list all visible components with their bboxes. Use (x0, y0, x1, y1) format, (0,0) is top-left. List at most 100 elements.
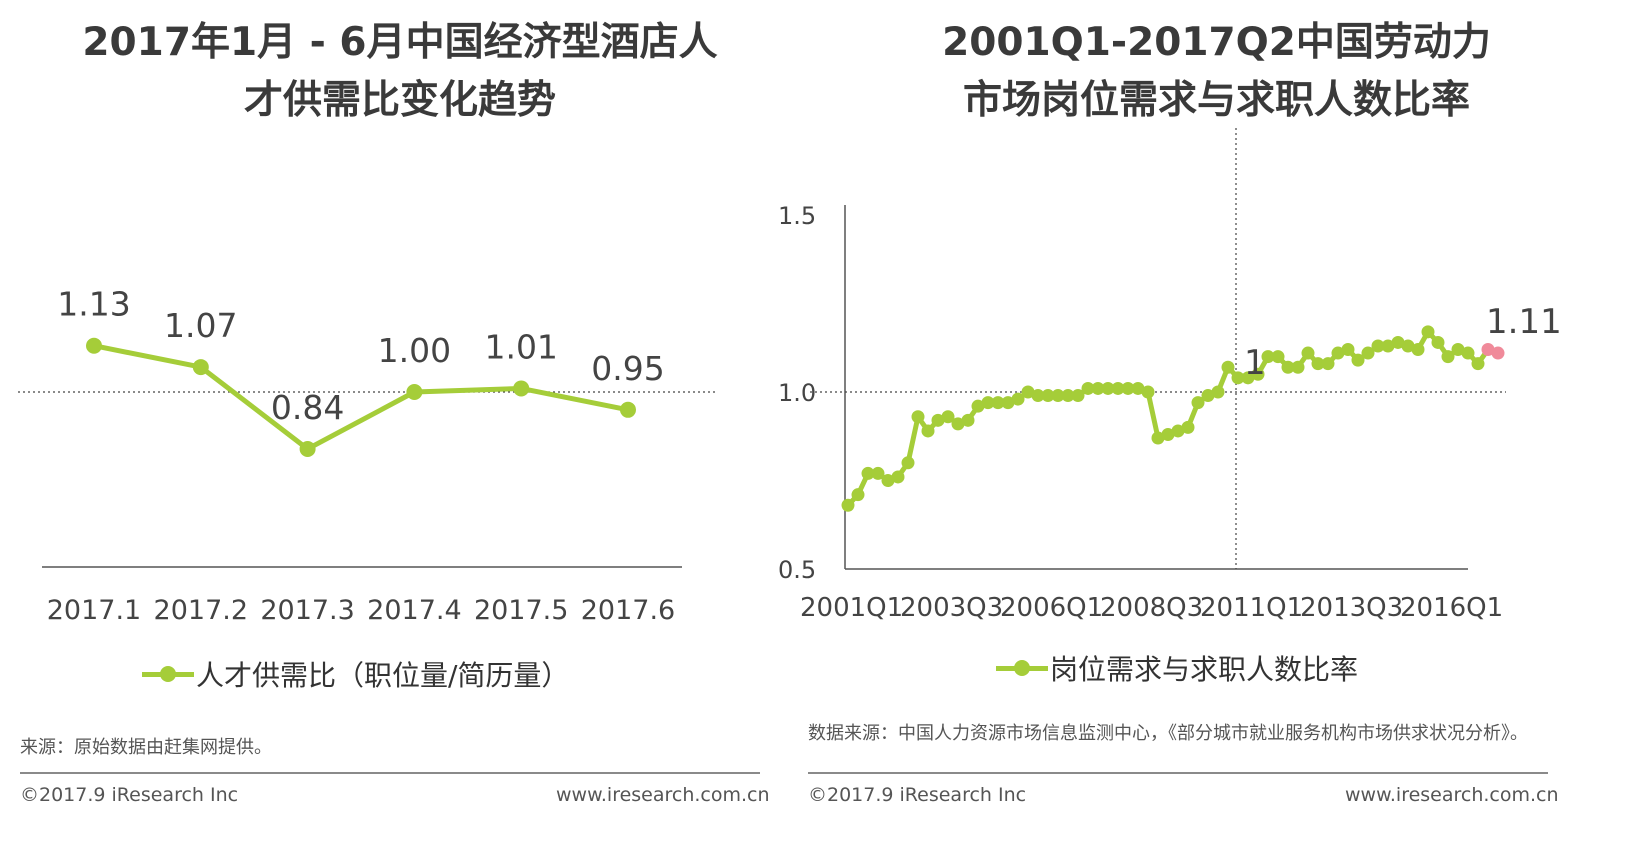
data-point (1351, 353, 1365, 367)
data-point (1461, 346, 1475, 360)
data-point (620, 401, 636, 418)
x-tick-label: 2017.1 (47, 595, 141, 626)
data-point (1451, 343, 1465, 357)
data-point (1081, 381, 1095, 395)
data-point (1391, 335, 1405, 349)
data-point (1021, 385, 1035, 399)
data-point (1091, 381, 1105, 395)
data-point (1051, 389, 1065, 403)
y-tick-label: 0.5 (778, 556, 816, 584)
data-point (1211, 385, 1225, 399)
data-point (981, 396, 995, 410)
y-tick-label: 1.0 (778, 379, 816, 407)
right-copyright: ©2017.9 iResearch Inc (808, 784, 1027, 806)
data-point (513, 380, 530, 397)
data-point (991, 396, 1005, 410)
data-point (1331, 346, 1345, 360)
left-title-line1: 2017年1月 - 6月中国经济型酒店人 (82, 20, 718, 65)
data-label: 0.95 (591, 349, 664, 388)
data-point (891, 470, 905, 484)
annotation-label: 1 (1244, 343, 1266, 383)
data-point (1041, 389, 1055, 403)
x-tick-label: 2017.6 (581, 595, 675, 626)
x-tick-label: 2006Q1 (1000, 593, 1103, 623)
data-point (1281, 360, 1295, 374)
left-copyright: ©2017.9 iResearch Inc (20, 784, 239, 806)
data-point (1231, 371, 1245, 385)
data-label: 1.07 (164, 306, 237, 345)
x-tick-label: 2017.3 (260, 595, 354, 626)
x-tick-label: 2016Q1 (1400, 593, 1503, 623)
data-label: 1.01 (484, 327, 557, 366)
data-point (1361, 346, 1375, 360)
data-point (86, 337, 102, 354)
data-point (1001, 396, 1015, 410)
data-point (1241, 371, 1255, 385)
data-label: 1.00 (378, 331, 451, 370)
data-point (1181, 420, 1195, 434)
data-point (1101, 381, 1115, 395)
left-chart-title: 2017年1月 - 6月中国经济型酒店人 才供需比变化趋势 (0, 14, 800, 130)
data-point (1291, 360, 1305, 374)
data-point (1111, 381, 1125, 395)
data-point (941, 410, 955, 424)
data-point (1121, 381, 1135, 395)
data-point (1401, 339, 1415, 353)
data-point (1161, 427, 1175, 441)
x-tick-label: 2001Q1 (800, 593, 903, 623)
right-title-line1: 2001Q1-2017Q2中国劳动力 (942, 20, 1491, 65)
data-point (931, 413, 945, 427)
data-point (1431, 335, 1445, 349)
left-line-chart: 1.13 2017.1 1.07 2017.2 0.84 2017.3 1.00 2017.4… (18, 285, 716, 626)
data-point (1421, 325, 1435, 339)
data-point (1311, 357, 1325, 371)
data-point (1061, 389, 1075, 403)
left-panel: 2017年1月 - 6月中国经济型酒店人 才供需比变化趋势 1.13 2017.1… (0, 0, 800, 851)
right-chart-title: 2001Q1-2017Q2中国劳动力 市场岗位需求与求职人数比率 (800, 14, 1633, 130)
left-title-line2: 才供需比变化趋势 (243, 78, 556, 123)
data-point (1251, 367, 1265, 381)
right-source-note: 数据来源：中国人力资源市场信息监测中心，《部分城市就业服务机构市场供求状况分析》… (808, 723, 1528, 744)
data-point (406, 384, 423, 400)
data-point (1381, 339, 1395, 353)
data-point (871, 466, 885, 480)
data-point (1011, 392, 1025, 406)
data-point (1151, 431, 1165, 445)
annotation-label: 1.11 (1486, 302, 1562, 342)
data-point (861, 466, 875, 480)
data-point (851, 488, 865, 502)
right-line-chart: 0.51.01.52001Q12003Q32006Q12008Q32011Q12… (778, 128, 1562, 623)
right-legend: 岗位需求与求职人数比率 (996, 648, 1358, 688)
right-legend-label: 岗位需求与求职人数比率 (1050, 653, 1359, 686)
legend-line-marker-icon (142, 664, 194, 684)
x-tick-label: 2017.4 (367, 595, 461, 626)
data-point (971, 399, 985, 413)
data-point (911, 410, 925, 424)
data-point (1071, 389, 1085, 403)
data-point (1261, 350, 1275, 364)
left-website-link[interactable]: www.iresearch.com.cn (556, 784, 770, 806)
data-point (1491, 346, 1505, 360)
data-point (1271, 350, 1285, 364)
data-point (1221, 360, 1235, 374)
data-point (1201, 389, 1215, 403)
x-tick-label: 2017.2 (154, 595, 248, 626)
x-tick-label: 2011Q1 (1200, 593, 1303, 623)
data-point (1341, 343, 1355, 357)
data-point (881, 474, 895, 487)
left-source-note: 来源：原始数据由赶集网提供。 (20, 737, 272, 758)
right-website-link[interactable]: www.iresearch.com.cn (1345, 784, 1559, 806)
data-point (1321, 357, 1335, 371)
legend-line-marker-icon (996, 658, 1048, 678)
right-title-line2: 市场岗位需求与求职人数比率 (962, 78, 1470, 123)
data-point (951, 417, 965, 431)
data-point (299, 440, 316, 457)
right-panel: 2001Q1-2017Q2中国劳动力 市场岗位需求与求职人数比率 0.5 1.0 1… (778, 0, 1633, 851)
data-point (901, 456, 915, 470)
data-point (921, 424, 935, 438)
data-label: 0.84 (271, 388, 344, 427)
data-point (1411, 343, 1425, 357)
data-point (1301, 346, 1315, 360)
x-tick-label: 2013Q3 (1300, 593, 1403, 623)
x-tick-label: 2017.5 (474, 595, 568, 626)
